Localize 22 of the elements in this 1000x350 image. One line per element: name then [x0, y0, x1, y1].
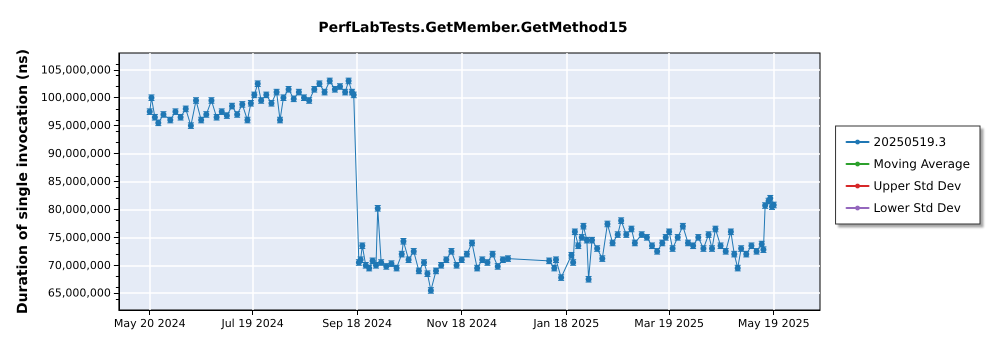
legend-label: Upper Std Dev — [874, 179, 962, 193]
x-tick-label: Nov 18 2024 — [426, 317, 497, 330]
x-tick-label: May 20 2024 — [114, 317, 186, 330]
y-tick-label: 90,000,000 — [48, 147, 111, 160]
y-tick-label: 100,000,000 — [40, 91, 111, 104]
chart-title: PerfLabTests.GetMember.GetMethod15 — [318, 20, 628, 36]
x-tick-label: Sep 18 2024 — [322, 317, 392, 330]
x-tick-label: Jul 19 2024 — [220, 317, 284, 330]
y-tick-label: 95,000,000 — [48, 119, 111, 132]
y-tick-label: 75,000,000 — [48, 230, 111, 244]
legend-label: 20250519.3 — [874, 135, 946, 149]
x-tick-label: Mar 19 2025 — [634, 317, 704, 330]
y-axis-title: Duration of single invocation (ns) — [15, 48, 31, 314]
legend-label: Lower Std Dev — [874, 201, 961, 215]
x-tick-label: Jan 18 2025 — [532, 317, 600, 330]
y-tick-label: 85,000,000 — [48, 175, 111, 188]
y-tick-label: 105,000,000 — [40, 63, 111, 76]
y-tick-label: 80,000,000 — [48, 202, 111, 216]
legend-label: Moving Average — [874, 157, 970, 171]
y-tick-label: 65,000,000 — [48, 286, 111, 300]
x-tick-label: May 19 2025 — [738, 317, 810, 330]
y-tick-label: 70,000,000 — [48, 258, 111, 272]
